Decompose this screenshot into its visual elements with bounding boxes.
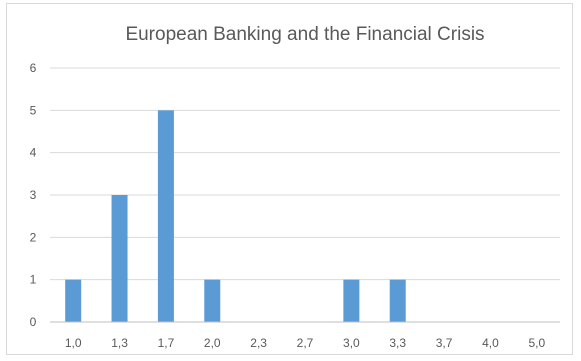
bar-3-3 <box>389 279 406 322</box>
bar-2-0 <box>204 279 221 322</box>
bar-1-0 <box>65 279 82 322</box>
x-tick-label: 5,0 <box>528 336 545 350</box>
x-tick-label: 1,7 <box>158 336 175 350</box>
bar-1-3 <box>111 195 128 322</box>
x-tick-label: 2,3 <box>250 336 267 350</box>
gridlines <box>50 67 560 281</box>
bar-1-7 <box>157 110 174 322</box>
x-tick-label: 4,0 <box>482 336 499 350</box>
y-tick-label: 0 <box>30 315 37 329</box>
x-tick-label: 3,3 <box>389 336 406 350</box>
x-tick-label: 2,0 <box>204 336 221 350</box>
chart-title: European Banking and the Financial Crisi… <box>125 24 484 45</box>
bar-3-0 <box>343 279 360 322</box>
y-tick-label: 3 <box>30 188 37 202</box>
y-tick-label: 6 <box>30 61 37 75</box>
chart-frame <box>6 3 573 355</box>
x-tick-label: 1,3 <box>111 336 128 350</box>
y-tick-label: 4 <box>30 146 37 160</box>
y-tick-label: 5 <box>30 103 37 117</box>
y-tick-label: 1 <box>30 273 37 287</box>
y-axis: 0 1 2 3 4 5 6 <box>30 61 37 329</box>
y-tick-label: 2 <box>30 230 37 244</box>
x-axis: 1,0 1,3 1,7 2,0 2,3 2,7 3,0 3,3 3,7 4,0 5,0 <box>65 336 546 350</box>
x-tick-label: 2,7 <box>297 336 314 350</box>
x-tick-label: 3,7 <box>436 336 453 350</box>
x-tick-label: 1,0 <box>65 336 82 350</box>
bars <box>65 110 406 322</box>
x-tick-label: 3,0 <box>343 336 360 350</box>
